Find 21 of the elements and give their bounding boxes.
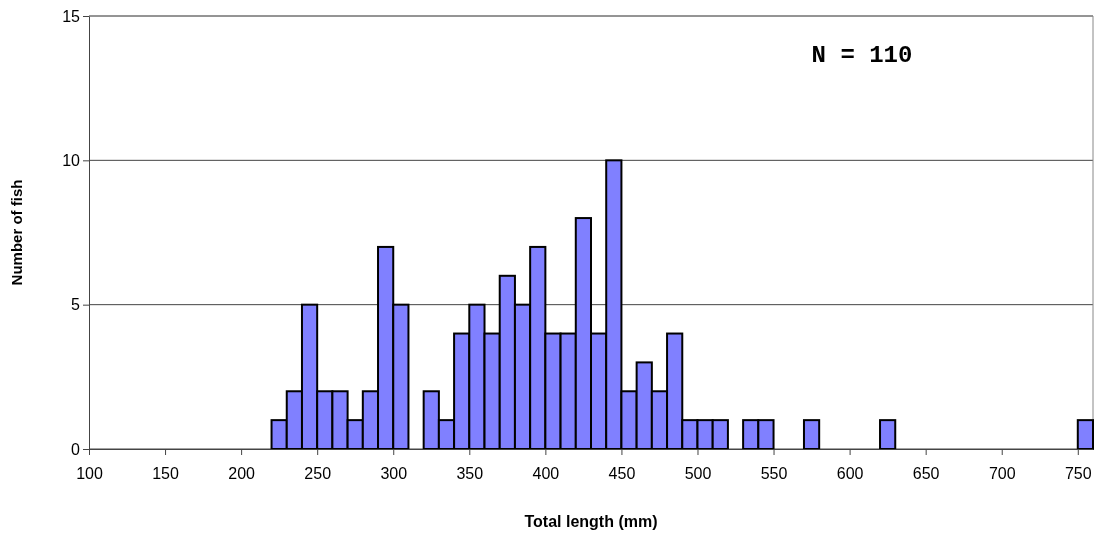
x-tick-label: 100 (76, 464, 103, 482)
y-axis-title: Number of fish (8, 179, 25, 286)
y-tick-label: 10 (62, 151, 81, 169)
x-tick-label: 400 (532, 464, 560, 482)
y-tick-label: 0 (71, 440, 81, 458)
x-axis-title: Total length (mm) (524, 513, 658, 530)
x-tick-label: 750 (1064, 464, 1092, 482)
x-tick-label: 450 (608, 464, 636, 482)
x-tick-label: 500 (684, 464, 712, 482)
x-tick-label: 350 (456, 464, 484, 482)
x-tick-label: 550 (760, 464, 788, 482)
x-tick-label: 700 (988, 464, 1016, 482)
x-tick-label: 300 (380, 464, 408, 482)
y-tick-label: 15 (62, 7, 81, 25)
x-tick-label: 200 (228, 464, 256, 482)
y-tick-label: 5 (71, 296, 81, 314)
x-tick-label: 650 (912, 464, 940, 482)
annotation: N = 110 (811, 42, 913, 69)
x-tick-label: 150 (152, 464, 180, 482)
x-tick-label: 600 (836, 464, 864, 482)
x-tick-label: 250 (304, 464, 332, 482)
